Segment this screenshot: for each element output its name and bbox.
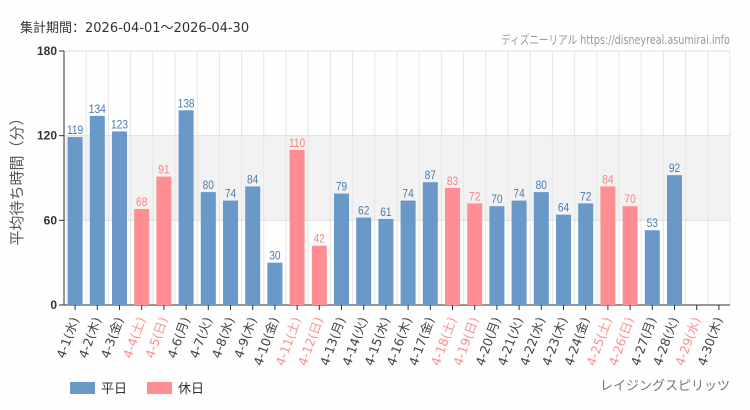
data-label: 70 — [491, 194, 502, 207]
data-label: 74 — [402, 188, 413, 201]
data-label: 119 — [67, 124, 83, 137]
data-label: 80 — [203, 179, 214, 192]
data-label: 68 — [136, 196, 147, 209]
legend-holiday[interactable]: 休日 — [147, 378, 204, 397]
data-label: 84 — [602, 174, 613, 187]
bar-4-23(木) — [556, 214, 571, 305]
bar-4-11(土) — [289, 149, 305, 305]
bar-4-22(水) — [533, 192, 549, 305]
data-label: 42 — [314, 233, 325, 246]
bar-4-8(水) — [223, 200, 238, 305]
bar-4-10(金) — [267, 262, 283, 305]
period-label: 集計期間：2026-04-01～2026-04-30 — [20, 21, 250, 36]
bar-4-13(月) — [334, 193, 349, 305]
data-label: 92 — [669, 162, 680, 175]
data-label: 72 — [469, 191, 480, 204]
bar-4-2(木) — [89, 115, 105, 306]
data-label: 74 — [225, 188, 236, 201]
bar-4-17(金) — [422, 182, 438, 305]
legend-weekday-swatch — [70, 382, 95, 394]
bar-4-9(木) — [245, 186, 261, 305]
bar-4-3(金) — [112, 131, 127, 305]
bar-4-4(土) — [134, 209, 150, 305]
data-label: 134 — [89, 103, 106, 116]
legend-holiday-label: 休日 — [178, 382, 205, 397]
bar-4-27(月) — [644, 230, 660, 305]
data-label: 64 — [558, 202, 569, 215]
bar-4-24(金) — [578, 203, 594, 305]
bar-4-14(火) — [356, 217, 372, 305]
attraction-name: レイジングスピリッツ — [599, 379, 730, 394]
legend-weekday-label: 平日 — [101, 382, 128, 397]
data-label: 74 — [513, 188, 524, 201]
data-label: 53 — [647, 218, 658, 231]
y-tick-label: 180 — [37, 44, 57, 58]
bar-4-1(水) — [67, 137, 83, 305]
data-label: 61 — [380, 206, 391, 219]
bar-4-15(水) — [378, 218, 394, 305]
y-tick-label: 0 — [50, 298, 57, 312]
bar-4-26(日) — [622, 206, 638, 305]
legend: 平日 休日 — [70, 378, 204, 397]
legend-weekday[interactable]: 平日 — [70, 378, 127, 397]
y-tick-label: 60 — [44, 213, 58, 227]
data-label: 83 — [447, 175, 458, 188]
y-axis-title: 平均待ち時間（分） — [8, 110, 26, 245]
bar-4-16(木) — [400, 200, 416, 305]
site-credit: ディズニーリアル https://disneyreal.asumirai.inf… — [501, 33, 730, 47]
bar-4-12(日) — [311, 245, 327, 305]
y-tick-label: 120 — [37, 129, 57, 143]
bar-4-6(月) — [178, 110, 194, 306]
bar-4-18(土) — [445, 187, 460, 305]
bar-4-20(月) — [489, 206, 505, 305]
data-label: 62 — [358, 205, 369, 218]
data-label: 123 — [111, 119, 128, 132]
data-label: 110 — [289, 137, 305, 150]
data-label: 138 — [178, 98, 195, 111]
bar-4-21(火) — [511, 200, 527, 305]
bar-4-25(土) — [600, 186, 616, 305]
data-label: 70 — [624, 194, 635, 207]
data-label: 87 — [425, 170, 436, 183]
data-label: 79 — [336, 181, 347, 194]
data-label: 30 — [269, 250, 280, 263]
data-label: 72 — [580, 191, 591, 204]
bar-4-19(日) — [467, 203, 483, 305]
bar-4-5(日) — [156, 176, 172, 305]
data-label: 84 — [247, 174, 258, 187]
data-label: 80 — [536, 179, 547, 192]
data-label: 91 — [158, 164, 169, 177]
legend-holiday-swatch — [147, 382, 173, 394]
bar-4-28(火) — [667, 175, 682, 305]
bar-4-7(火) — [200, 192, 216, 305]
